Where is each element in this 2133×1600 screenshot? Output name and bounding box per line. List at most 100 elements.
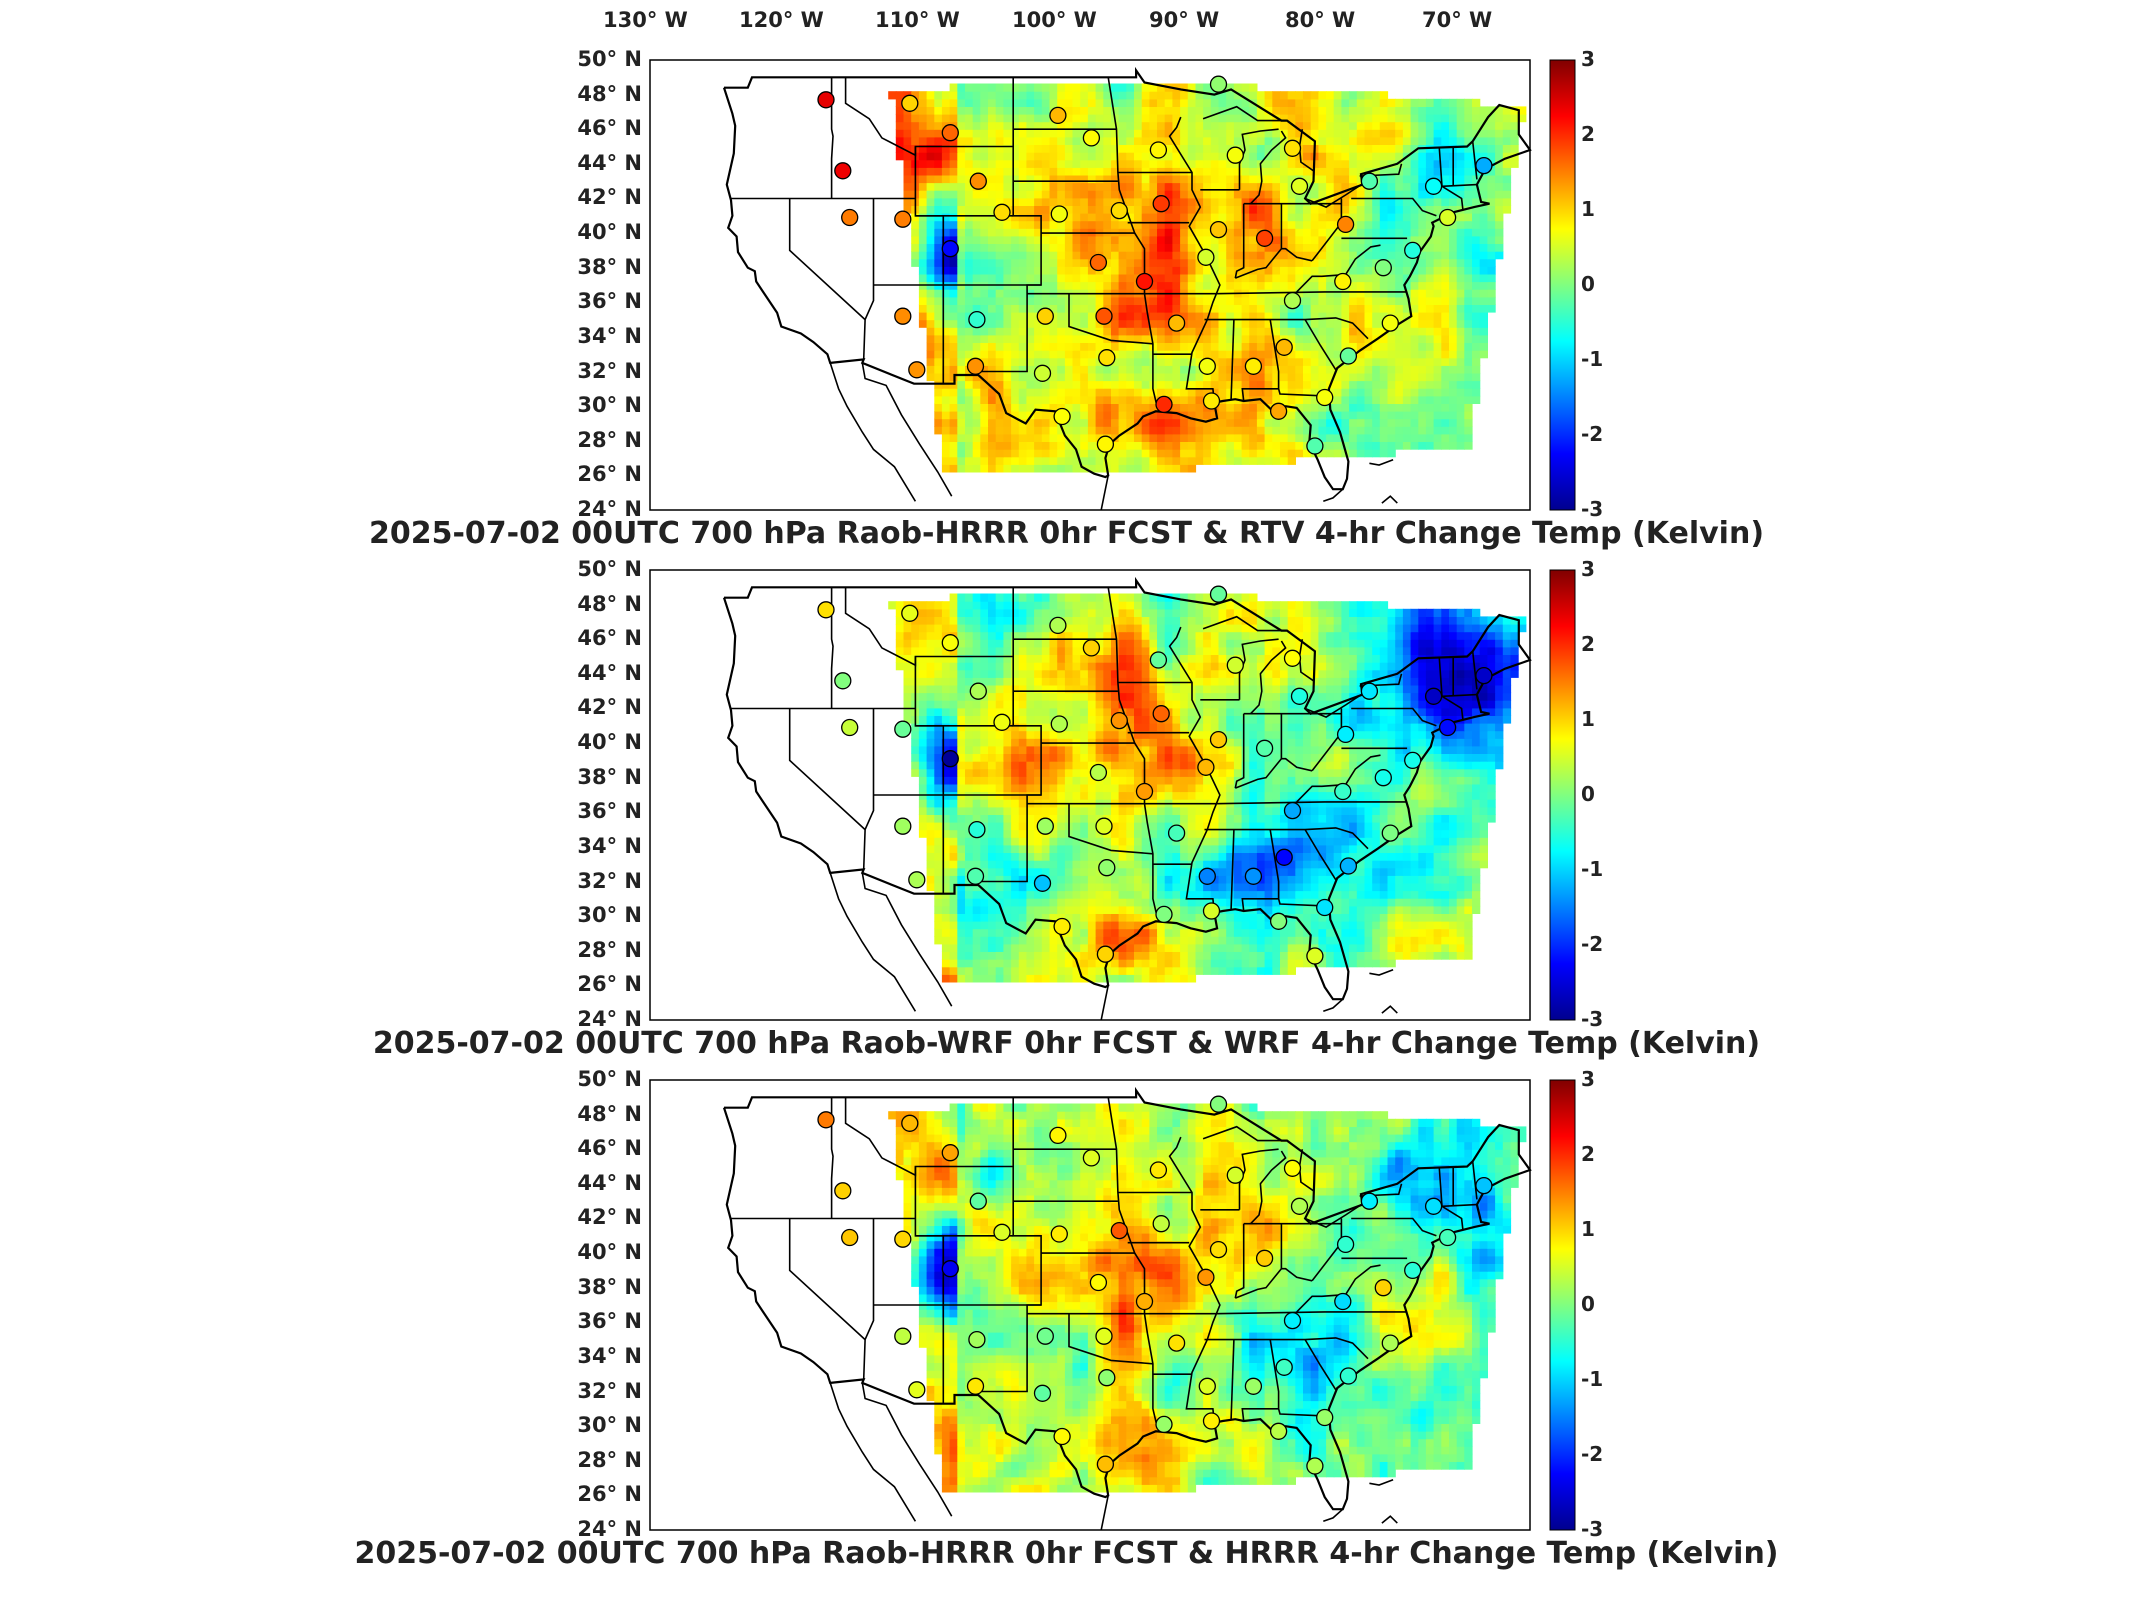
latitude-label: 50° N [577, 47, 642, 71]
state-boundary [1238, 638, 1279, 700]
raob-station [1424, 177, 1443, 195]
longitude-label: 90° W [1149, 8, 1220, 32]
colorbar-tick-label: 3 [1581, 557, 1595, 581]
raob-station [1339, 857, 1358, 875]
colorbar-tick-label: 3 [1581, 1067, 1595, 1091]
state-boundary [1234, 203, 1245, 279]
raob-station [941, 750, 959, 768]
colorbar [1549, 1079, 1576, 1531]
state-boundary [1234, 713, 1245, 789]
latitude-label: 38° N [577, 1274, 642, 1299]
raob-station [1306, 437, 1324, 455]
latitude-label: 36° N [577, 799, 642, 824]
raob-station [1404, 1261, 1422, 1280]
raob-station [1334, 1292, 1352, 1311]
raob-station [1290, 177, 1309, 195]
coastline-extra [861, 872, 953, 1007]
raob-station [1283, 139, 1302, 157]
raob-station [1202, 392, 1221, 410]
latitude-label: 24° N [577, 497, 642, 521]
raob-station [966, 357, 985, 375]
raob-station [1152, 705, 1170, 723]
colorbar-tick-label: -1 [1581, 1367, 1604, 1391]
raob-station [1209, 1240, 1228, 1259]
raob-station [1438, 1228, 1457, 1247]
coastline-extra [1381, 1515, 1398, 1524]
raob-station [969, 172, 987, 190]
raob-station [993, 713, 1011, 731]
raob-station [1475, 666, 1493, 685]
latitude-label: 26° N [577, 462, 642, 487]
raob-station [1152, 1215, 1170, 1233]
state-boundary [1280, 1223, 1313, 1282]
map-border [649, 1079, 1531, 1531]
raob-station [1089, 253, 1108, 272]
raob-station [841, 1228, 859, 1247]
latitude-label: 40° N [577, 730, 642, 755]
raob-station [1198, 867, 1216, 885]
state-boundary [844, 587, 1014, 667]
state-boundary [1202, 1125, 1282, 1142]
state-boundary [1351, 707, 1437, 727]
raob-station [1096, 945, 1115, 963]
colorbar-tick-label: 3 [1581, 47, 1595, 71]
colorbar-tick-label: -3 [1581, 1007, 1604, 1031]
raob-station [941, 124, 959, 142]
latitude-label: 42° N [577, 185, 642, 210]
coastline [722, 1086, 1532, 1511]
colorbar-tick-label: 2 [1581, 1142, 1595, 1166]
latitude-label: 48° N [577, 591, 642, 616]
raob-station [1095, 307, 1113, 325]
colorbar-tick-label: 0 [1581, 1292, 1595, 1316]
raob-station [1226, 656, 1244, 674]
latitude-label: 38° N [577, 764, 642, 789]
panel-title: 2025-07-02 00UTC 700 hPa Raob-HRRR 0hr F… [354, 1536, 1779, 1571]
raob-station [1049, 616, 1067, 635]
raob-station [1360, 172, 1379, 190]
coastline-extra [1381, 495, 1398, 504]
raob-station [1082, 1149, 1101, 1167]
raob-station [1438, 208, 1457, 227]
raob-station [1197, 758, 1215, 776]
state-boundary [1351, 1217, 1437, 1237]
coastline [722, 66, 1532, 491]
state-boundary [1304, 1202, 1365, 1228]
state-boundary [1068, 293, 1153, 345]
state-boundary [1235, 758, 1283, 789]
raob-station [1135, 1292, 1154, 1311]
raob-station [894, 817, 912, 835]
raob-station [834, 162, 852, 180]
raob-station [908, 871, 926, 889]
state-boundary [830, 587, 834, 709]
state-boundary [1441, 1203, 1477, 1208]
raob-station [908, 361, 926, 379]
longitude-label: 120° W [739, 8, 824, 32]
raob-station [1306, 1457, 1324, 1475]
raob-station [1209, 220, 1228, 239]
raob-station [1033, 874, 1052, 892]
latitude-label: 48° N [577, 81, 642, 106]
latitude-label: 42° N [577, 1205, 642, 1230]
latitude-label: 44° N [577, 1170, 642, 1195]
raob-station [1244, 1377, 1263, 1395]
raob-station [817, 601, 835, 619]
raob-station [834, 672, 852, 690]
latitude-label: 26° N [577, 1482, 642, 1507]
latitude-label: 34° N [577, 833, 642, 858]
state-boundary [1230, 319, 1235, 400]
state-boundary [1304, 182, 1365, 208]
colorbar [1549, 59, 1576, 511]
raob-station [894, 210, 912, 228]
raob-station [1283, 649, 1302, 667]
latitude-label: 38° N [577, 254, 642, 279]
colorbar-tick-label: 1 [1581, 707, 1595, 731]
raob-station [841, 718, 859, 737]
state-boundary [1238, 1148, 1279, 1210]
raob-station [1336, 725, 1355, 744]
state-boundary [1068, 803, 1153, 855]
raob-station [1226, 146, 1244, 164]
state-boundary [1471, 651, 1478, 690]
raob-station [1275, 1358, 1293, 1376]
coastline-extra [829, 362, 917, 502]
raob-station [1334, 782, 1352, 801]
